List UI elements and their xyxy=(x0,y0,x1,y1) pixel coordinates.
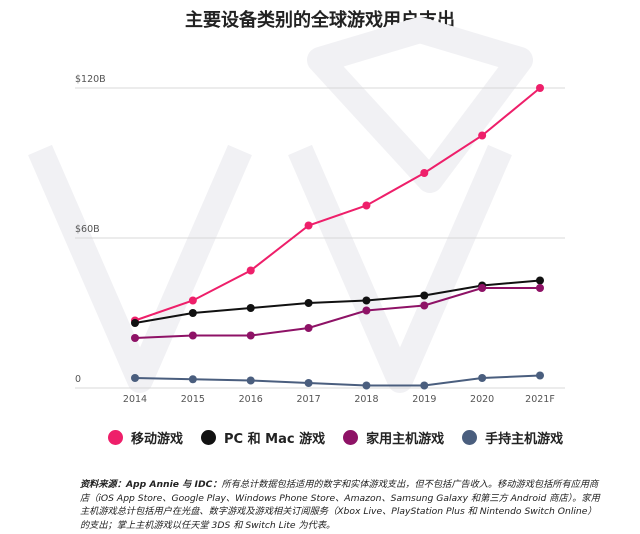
background-decoration xyxy=(28,17,533,393)
legend-label-handheld: 手持主机游戏 xyxy=(485,432,564,447)
series-line-1 xyxy=(134,279,541,324)
y-tick-label: 0 xyxy=(75,374,81,385)
data-point xyxy=(304,379,313,387)
data-point xyxy=(362,201,371,210)
data-point xyxy=(246,266,255,275)
legend: 移动游戏 PC 和 Mac 游戏 家用主机游戏 手持主机游戏 xyxy=(108,428,563,447)
data-point xyxy=(304,324,313,332)
data-point xyxy=(420,169,429,177)
data-point xyxy=(420,291,429,300)
legend-label-console: 家用主机游戏 xyxy=(366,432,445,447)
data-point xyxy=(246,376,255,385)
data-point xyxy=(131,334,139,342)
y-tick-label: $60B xyxy=(75,224,100,235)
data-point xyxy=(304,299,313,307)
x-tick-label: 2015 xyxy=(181,394,205,405)
data-point xyxy=(536,84,544,92)
data-point xyxy=(246,331,255,340)
data-point xyxy=(362,381,371,390)
data-point xyxy=(131,319,139,327)
x-tick-label: 2018 xyxy=(354,394,378,405)
series-line-3 xyxy=(134,374,541,387)
data-point xyxy=(304,221,313,230)
data-point xyxy=(536,284,544,292)
y-tick-label: $120B xyxy=(75,74,106,85)
chart-title: 主要设备类别的全球游戏用户支出 xyxy=(185,10,455,31)
data-point xyxy=(188,331,197,340)
legend-swatch-pc xyxy=(201,430,217,445)
legend-swatch-mobile xyxy=(108,430,123,445)
source-label: 资料来源： xyxy=(80,479,126,490)
data-point xyxy=(188,375,197,384)
x-tick-label: 2017 xyxy=(296,394,320,405)
x-tick-label: 2020 xyxy=(470,394,494,405)
legend-item-pc: PC 和 Mac 游戏 xyxy=(201,428,325,447)
series-line-2 xyxy=(134,287,540,339)
source-text: 所有总计数据包括适用的数字和实体游戏支出，但不包括广告收入。移动游戏包括所有应用… xyxy=(80,479,600,531)
source-note: 资料来源：App Annie 与 IDC：所有总计数据包括适用的数字和实体游戏支… xyxy=(80,478,605,532)
x-tick-label: 2016 xyxy=(239,394,263,405)
data-point xyxy=(362,306,371,315)
data-point xyxy=(420,381,429,390)
data-point xyxy=(188,309,197,317)
legend-label-mobile: 移动游戏 xyxy=(131,432,184,447)
data-point xyxy=(478,131,487,140)
x-tick-label: 2014 xyxy=(123,394,147,405)
data-point xyxy=(478,284,487,292)
legend-item-handheld: 手持主机游戏 xyxy=(462,428,563,447)
legend-label-pc: PC 和 Mac 游戏 xyxy=(224,432,326,447)
legend-swatch-handheld xyxy=(462,430,478,445)
x-tick-label: 2021F xyxy=(525,394,555,405)
line-chart: $120B $60B 0 2014 2015 2016 2017 2018 2019 2020 2… xyxy=(28,17,565,405)
legend-item-mobile: 移动游戏 xyxy=(108,428,183,447)
data-point xyxy=(478,374,487,382)
data-point xyxy=(420,301,429,310)
legend-swatch-console xyxy=(343,430,359,445)
source-author: App Annie 与 IDC： xyxy=(125,479,222,490)
data-point xyxy=(536,276,544,285)
data-point xyxy=(131,374,139,382)
data-point xyxy=(246,304,255,312)
data-point xyxy=(362,296,371,305)
data-point xyxy=(188,296,197,305)
series-line-0 xyxy=(134,87,541,322)
x-tick-label: 2019 xyxy=(412,394,436,405)
data-point xyxy=(536,371,544,380)
legend-item-console: 家用主机游戏 xyxy=(343,428,444,447)
